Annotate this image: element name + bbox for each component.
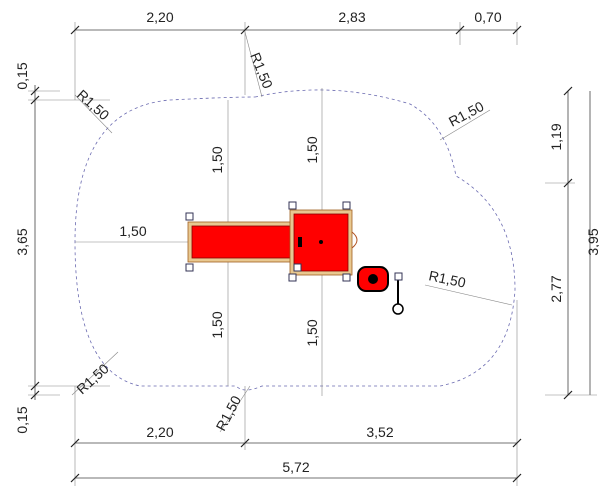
dimension-label: 1,19 [548,123,564,150]
radius-label: R1,50 [427,267,467,290]
left-dimension: 0,15 3,65 0,15 [14,62,110,434]
dimension-label: 0,15 [14,62,30,89]
dimension-label: 2,77 [548,275,564,302]
dimension-label: 2,20 [146,424,173,440]
dimension-label: 1,50 [304,319,320,346]
dimension-label: 3,65 [14,228,30,255]
dimension-label: 3,95 [585,228,599,255]
inner-dimensions: 1,50 1,50 1,50 1,50 1,50 [75,88,323,396]
radius-label: R1,50 [74,86,113,123]
play-equipment [185,201,404,315]
radius-label: R1,50 [213,393,245,434]
radius-label: R1,50 [247,50,276,91]
dimension-label: 2,83 [338,9,365,25]
radius-label: R1,50 [73,360,112,397]
dimension-label: 2,20 [146,9,173,25]
radius-label: R1,50 [446,98,487,130]
dimension-label: 0,15 [14,406,30,433]
dimension-label: 1,50 [209,146,225,173]
dimension-label: 1,50 [119,223,146,239]
top-dimension: 2,20 2,83 0,70 [70,9,522,100]
dimension-label: 0,70 [474,9,501,25]
dimension-label: 5,72 [282,459,309,475]
right-dimension: 1,19 2,77 3,95 [545,86,599,400]
dimension-label: 1,50 [209,311,225,338]
bottom-dimension: 2,20 3,52 5,72 [70,300,522,486]
safety-zone [74,89,516,391]
dimension-label: 1,50 [304,136,320,163]
dimension-label: 3,52 [366,424,393,440]
